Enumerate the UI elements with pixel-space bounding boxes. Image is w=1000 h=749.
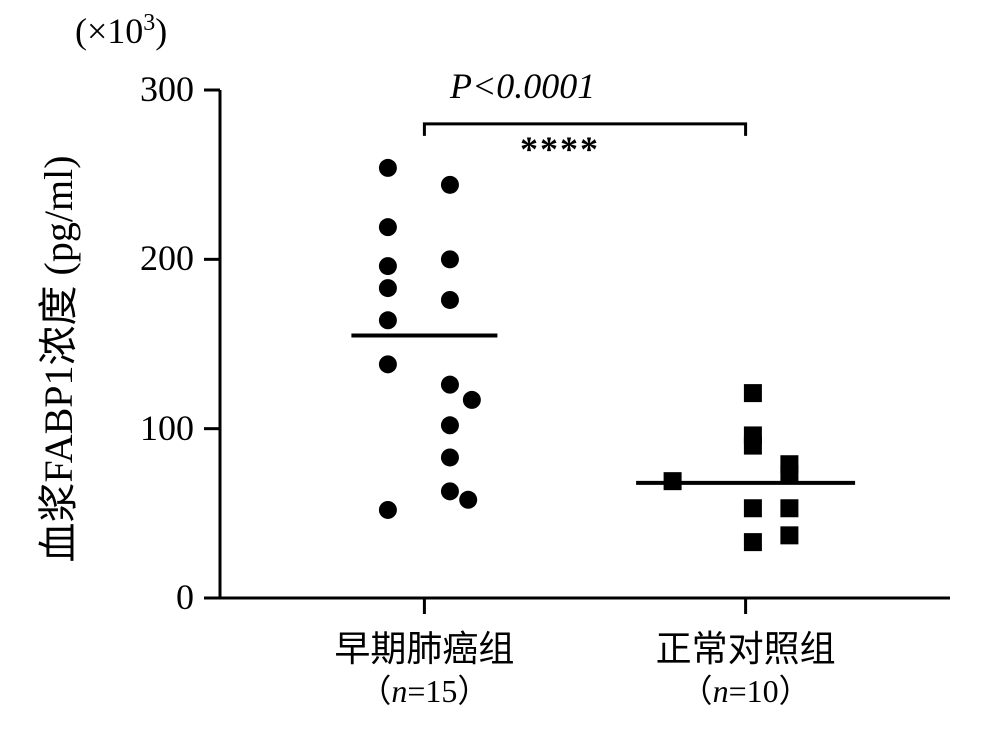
y-tick-label: 300 xyxy=(114,68,194,110)
mult-open: (×10 xyxy=(75,11,143,51)
mult-exp: 3 xyxy=(143,10,155,36)
x-category-n: （n=10） xyxy=(616,666,876,712)
y-tick-label: 100 xyxy=(114,407,194,449)
y-axis-multiplier: (×103) xyxy=(75,10,167,52)
scatter-chart: (×103) 血浆FABP1浓度 (pg/ml) P<0.0001 **** 0… xyxy=(0,0,1000,749)
x-category-label: 早期肺癌组 xyxy=(294,620,554,672)
y-axis-label: 血浆FABP1浓度 (pg/ml) xyxy=(26,149,84,569)
y-tick-label: 200 xyxy=(114,237,194,279)
x-category-n: （n=15） xyxy=(294,666,554,712)
significance-stars: **** xyxy=(520,128,600,170)
x-category-label: 正常对照组 xyxy=(616,620,876,672)
y-tick-label: 0 xyxy=(114,576,194,618)
mult-close: ) xyxy=(155,11,167,51)
p-value-annotation: P<0.0001 xyxy=(450,65,595,107)
